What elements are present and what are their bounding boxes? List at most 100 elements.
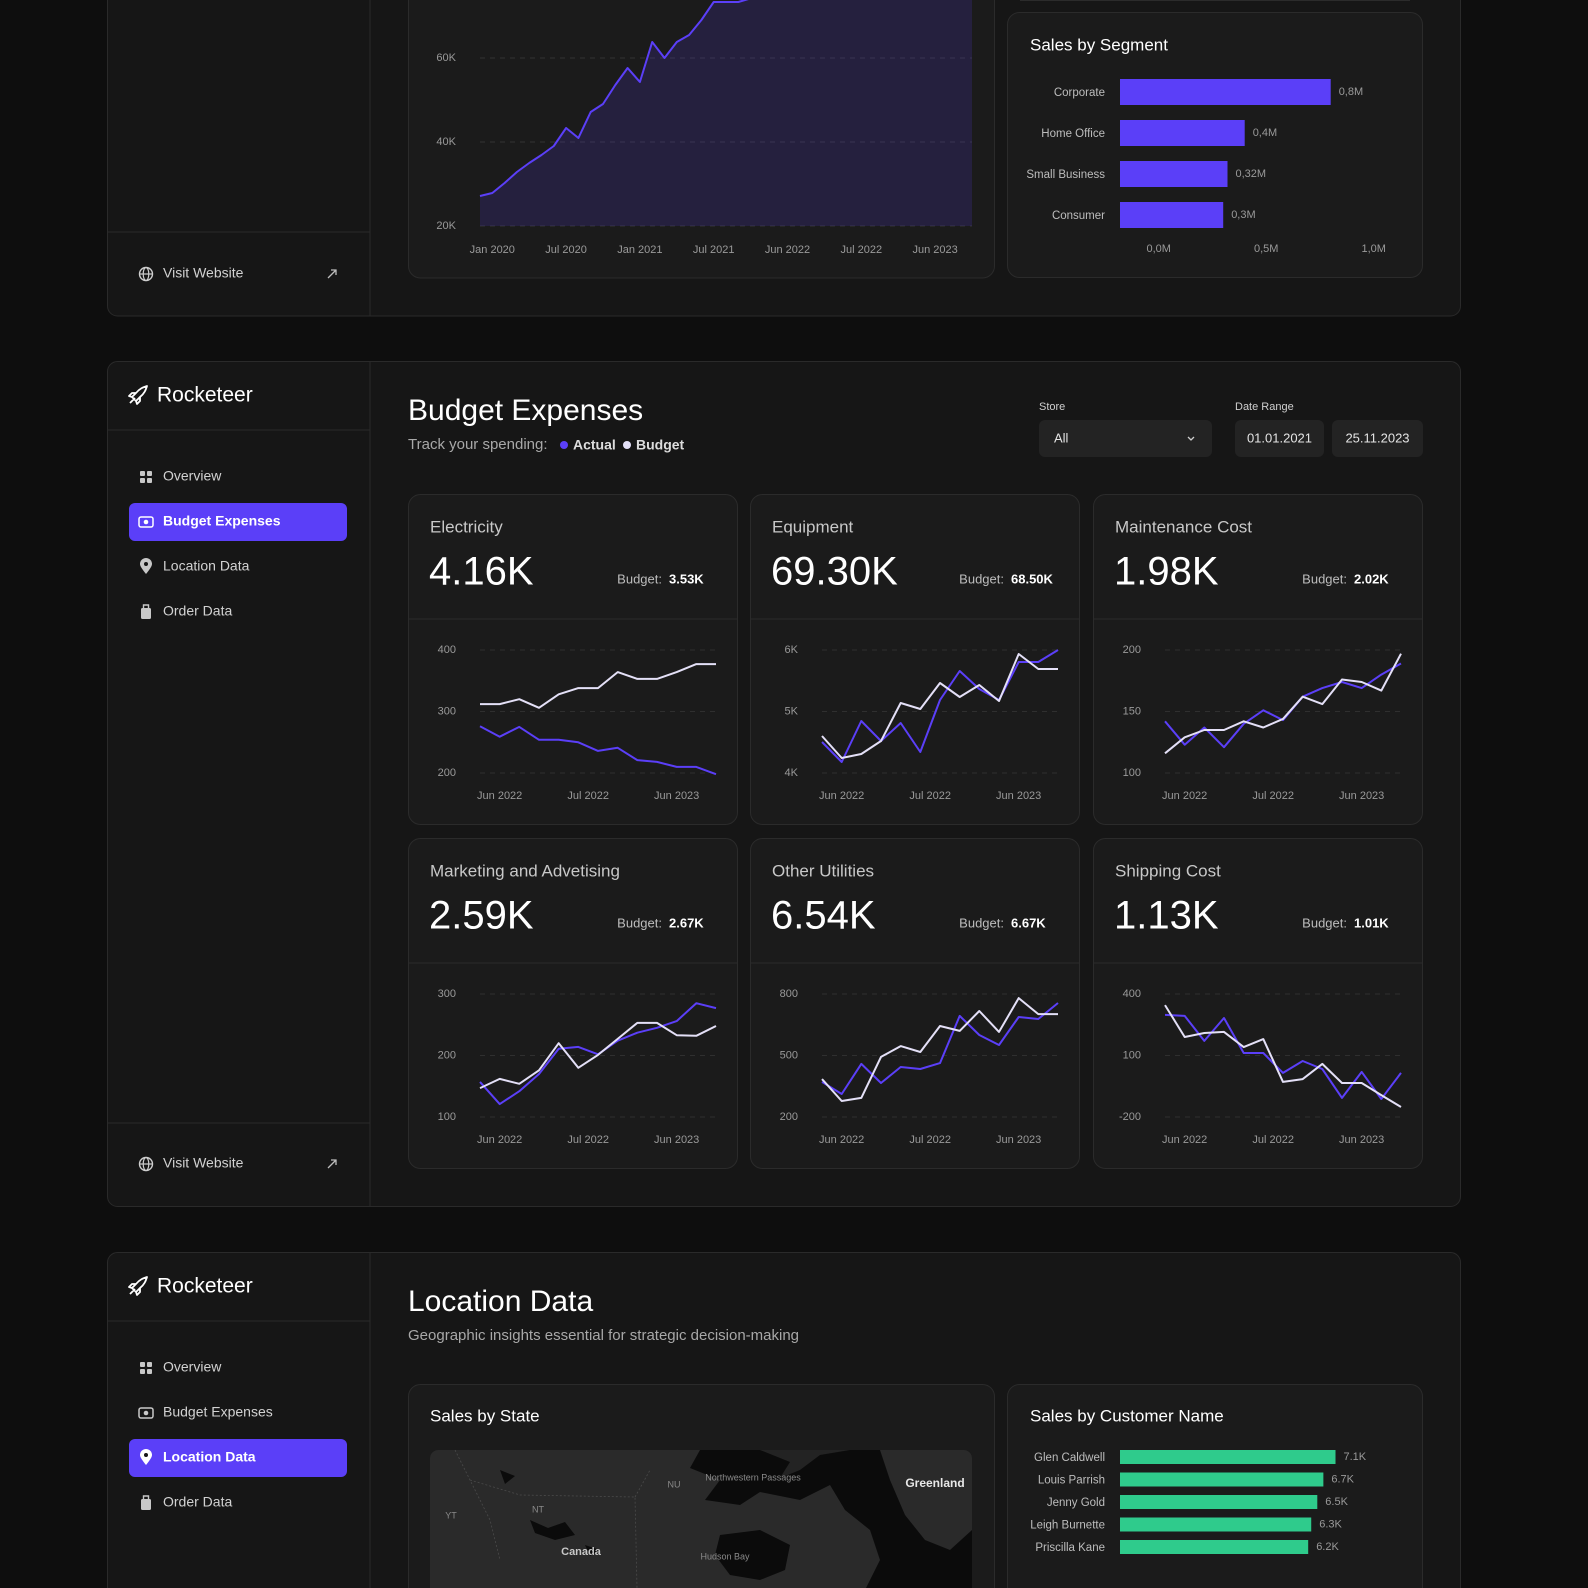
nav-active[interactable]: [129, 1439, 347, 1477]
map: Greenland NU NT YT Canada Hudson Bay Nor…: [430, 1450, 972, 1588]
x-tick-label: Jun 2022: [1162, 790, 1207, 802]
visit-website[interactable]: Visit Website: [163, 1155, 244, 1171]
visit-website[interactable]: Visit Website: [163, 265, 244, 281]
map-label: Hudson Bay: [700, 1551, 750, 1561]
category-label: Corporate: [1054, 87, 1105, 99]
y-tick-label: 300: [438, 705, 456, 717]
x-tick-label: Jul 2022: [841, 244, 883, 256]
card: [408, 0, 995, 279]
y-tick-label: 300: [438, 988, 456, 1000]
page-subtitle: Geographic insights essential for strate…: [408, 1327, 799, 1344]
top-panel: Visit Website Sales by Segment: [107, 0, 1461, 317]
nav-item[interactable]: Location Data: [163, 558, 250, 574]
select[interactable]: [1039, 420, 1212, 457]
x-tick-label: Jun 2023: [996, 790, 1041, 802]
nav-item[interactable]: Overview: [163, 1359, 222, 1375]
budget-value: 6.67K: [1011, 915, 1046, 930]
y-tick-label: -200: [1119, 1111, 1141, 1123]
budget-label: Budget:: [617, 915, 662, 930]
value-label: 7.1K: [1344, 1451, 1367, 1463]
series-line: [1164, 653, 1402, 755]
nav-item[interactable]: Order Data: [163, 603, 232, 619]
series-line: [821, 653, 1058, 759]
y-tick-label: 20K: [436, 220, 456, 232]
budget-value: 2.02K: [1354, 571, 1389, 586]
x-tick-label: Jun 2023: [654, 1134, 699, 1146]
y-tick-label: 40K: [436, 136, 456, 148]
value-label: 0,4M: [1253, 127, 1277, 139]
series-line: [479, 1021, 717, 1090]
date-input[interactable]: [1332, 420, 1423, 457]
page-subtitle: Track your spending:: [408, 436, 548, 453]
y-tick-label: 5K: [785, 705, 799, 717]
date-input[interactable]: [1235, 420, 1324, 457]
chevron: [1187, 436, 1195, 441]
value-label: 6.2K: [1316, 1541, 1339, 1553]
category-label: Priscilla Kane: [1035, 1542, 1105, 1554]
series-line: [1164, 662, 1402, 749]
map-label: Northwestern Passages: [705, 1472, 801, 1482]
x-tick-label: Jul 2020: [545, 244, 587, 256]
bar: [1120, 1495, 1318, 1509]
location-panel: Rocketeer Overview Budget Expenses Locat…: [107, 1252, 1461, 1588]
card: [1093, 838, 1423, 1169]
nav-item[interactable]: Overview: [163, 468, 222, 484]
card: [1093, 494, 1423, 825]
y-tick-label: 100: [1123, 1049, 1141, 1061]
x-tick-label: Jun 2023: [996, 1134, 1041, 1146]
value-label: 6.5K: [1325, 1496, 1348, 1508]
x-tick-label: Jul 2022: [567, 1134, 609, 1146]
value-label: 6.7K: [1331, 1473, 1354, 1485]
x-tick-label: Jun 2022: [819, 1134, 864, 1146]
y-tick-label: 200: [438, 1049, 456, 1061]
kpi-value: 2.59K: [429, 894, 534, 938]
map-greenland: [880, 1450, 972, 1550]
y-tick-label: 200: [780, 1111, 798, 1123]
budget-value: 1.01K: [1354, 915, 1389, 930]
nav-item[interactable]: Budget Expenses: [163, 513, 281, 529]
value-label: 0,8M: [1339, 86, 1363, 98]
card: [750, 494, 1080, 825]
category-label: Jenny Gold: [1047, 1497, 1105, 1509]
x-tick-label: 1,0M: [1361, 243, 1385, 255]
kpi-value: 4.16K: [429, 550, 534, 594]
nav-item[interactable]: Location Data: [163, 1449, 256, 1465]
card-title: Equipment: [772, 517, 854, 536]
map-label: YT: [445, 1510, 457, 1520]
map-bay: [715, 1530, 790, 1580]
series-line: [1164, 1004, 1402, 1108]
x-tick-label: Jun 2023: [1339, 790, 1384, 802]
date-to[interactable]: 25.11.2023: [1345, 430, 1409, 445]
budget-value: 2.67K: [669, 915, 704, 930]
chart-title: Sales by Customer Name: [1030, 1406, 1224, 1425]
budget-label: Budget:: [1302, 571, 1347, 586]
y-tick-label: 400: [1123, 988, 1141, 1000]
y-tick-label: 200: [438, 767, 456, 779]
legend-label: Actual: [573, 437, 616, 453]
y-tick-label: 200: [1123, 644, 1141, 656]
nav-active[interactable]: [129, 503, 347, 541]
map-label: NT: [532, 1504, 544, 1514]
select-value[interactable]: All: [1054, 430, 1069, 445]
budget-value: 68.50K: [1011, 571, 1054, 586]
area-fill: [480, 0, 972, 226]
y-tick-label: 6K: [785, 644, 799, 656]
bar: [1120, 79, 1331, 105]
map-borders: [454, 1450, 651, 1588]
nav-item[interactable]: Budget Expenses: [163, 1404, 273, 1420]
series-line: [821, 997, 1058, 1102]
card: [408, 838, 738, 1169]
budget-label: Budget:: [959, 915, 1004, 930]
bar: [1120, 1540, 1309, 1554]
card-title: Shipping Cost: [1115, 861, 1221, 880]
card-title: Electricity: [430, 517, 503, 536]
x-tick-label: Jun 2022: [477, 790, 522, 802]
nav-item[interactable]: Order Data: [163, 1494, 232, 1510]
budget-label: Budget:: [617, 571, 662, 586]
y-tick-label: 500: [780, 1049, 798, 1061]
category-label: Louis Parrish: [1038, 1475, 1105, 1487]
date-from[interactable]: 01.01.2021: [1247, 430, 1312, 445]
bar: [1120, 1517, 1312, 1532]
